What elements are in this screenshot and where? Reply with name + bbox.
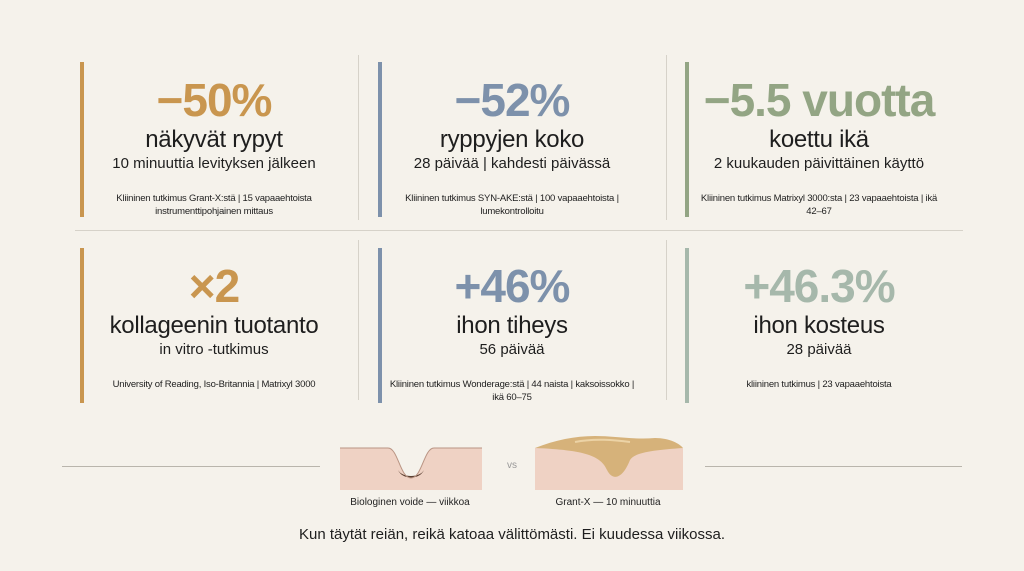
divider <box>358 240 359 400</box>
divider <box>666 55 667 220</box>
grant-x-illustration <box>535 436 683 490</box>
accent-bar <box>80 62 84 217</box>
stat-value: −50% <box>156 74 273 126</box>
divider <box>666 240 667 400</box>
divider <box>705 466 962 467</box>
stat-title: ryppyjen koko <box>439 126 585 153</box>
stat-card: −50% näkyvät rypyt 10 minuuttia levityksen… <box>80 62 348 217</box>
stat-subtitle: 10 minuuttia levityksen jälkeen <box>112 155 316 172</box>
stat-title: ihon tiheys <box>456 312 568 339</box>
stat-source: Kliininen tutkimus Wonderage:stä | 44 na… <box>389 379 635 403</box>
stat-title: ihon kosteus <box>753 312 885 339</box>
accent-bar <box>80 248 84 403</box>
stat-source: Kliininen tutkimus Grant-X:stä | 15 vapa… <box>116 193 312 217</box>
stat-source: University of Reading, Iso-Britannia | M… <box>112 379 316 390</box>
vs-label: vs <box>507 460 517 471</box>
accent-bar <box>685 248 689 403</box>
tagline: Kun täytät reiän, reikä katoaa välittömä… <box>298 526 726 543</box>
stat-subtitle: 28 päivää <box>786 341 852 358</box>
stat-value: +46.3% <box>743 260 895 312</box>
stat-value: −52% <box>454 74 571 126</box>
stat-source: kliininen tutkimus | 23 vapaaehtoista <box>746 379 892 390</box>
stat-subtitle: in vitro -tutkimus <box>159 341 269 358</box>
right-label: Grant-X — 10 minuuttia <box>555 497 661 508</box>
stat-title: näkyvät rypyt <box>145 126 283 153</box>
stat-value: −5.5 vuotta <box>703 74 936 126</box>
stat-subtitle: 56 päivää <box>479 341 545 358</box>
stat-title: kollageenin tuotanto <box>109 312 319 339</box>
accent-bar <box>378 62 382 217</box>
accent-bar <box>685 62 689 217</box>
left-label: Biologinen voide — viikkoa <box>350 497 470 508</box>
stat-card: +46.3% ihon kosteus 28 päivää kliininen tut… <box>685 248 953 403</box>
stat-source: Kliininen tutkimus SYN-AKE:stä | 100 vap… <box>405 193 619 217</box>
accent-bar <box>378 248 382 403</box>
biological-cream-illustration <box>340 447 482 490</box>
stat-card: ×2 kollageenin tuotanto in vitro -tutkimus… <box>80 248 348 403</box>
stat-source: Kliininen tutkimus Matrixyl 3000:sta | 2… <box>700 193 938 217</box>
stat-subtitle: 28 päivää | kahdesti päivässä <box>413 155 611 172</box>
stat-card: −52% ryppyjen koko 28 päivää | kahdesti pä… <box>378 62 646 217</box>
stat-card: +46% ihon tiheys 56 päivää Kliininen tutkim… <box>378 248 646 403</box>
stat-card: −5.5 vuotta koettu ikä 2 kuukauden päivitt… <box>685 62 953 217</box>
stat-subtitle: 2 kuukauden päivittäinen käyttö <box>713 155 925 172</box>
divider <box>75 230 963 231</box>
divider <box>62 466 320 467</box>
stat-value: +46% <box>454 260 571 312</box>
stat-value: ×2 <box>188 260 240 312</box>
stat-title: koettu ikä <box>769 126 869 153</box>
divider <box>358 55 359 220</box>
